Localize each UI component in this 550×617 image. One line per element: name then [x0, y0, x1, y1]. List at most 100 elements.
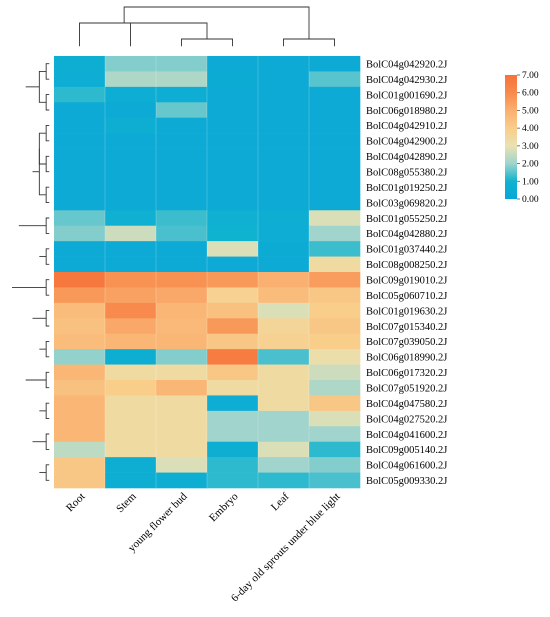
heatmap-cell [54, 395, 106, 412]
row-label: BolC04g042900.2J [366, 137, 447, 148]
heatmap-cell [54, 164, 106, 180]
row-label: BolC07g015340.2J [366, 322, 447, 333]
heatmap-cell [105, 380, 157, 396]
heatmap-cell [54, 364, 106, 381]
heatmap-cell [156, 457, 208, 473]
row-label: BolC04g027520.2J [366, 414, 447, 425]
heatmap-cell [258, 194, 310, 211]
heatmap-cell [105, 272, 157, 288]
dendrogram-link [45, 402, 50, 420]
row-label: BolC06g018990.2J [366, 353, 447, 364]
heatmap-cell [156, 256, 208, 273]
heatmap-cell [156, 333, 208, 350]
heatmap-cell [156, 164, 208, 180]
column-label: Embryo [207, 490, 241, 524]
heatmap-cell [54, 86, 106, 103]
heatmap-cell [54, 225, 106, 242]
heatmap-cell [156, 441, 208, 458]
heatmap-cell [156, 426, 208, 443]
colorbar-tick-label: 5.00 [522, 106, 539, 116]
heatmap-cell [207, 86, 259, 103]
heatmap-cell [207, 71, 259, 88]
heatmap-cell [258, 380, 310, 396]
heatmap-cell [105, 56, 157, 72]
heatmap-cell [207, 102, 259, 119]
heatmap-cell [258, 333, 310, 350]
heatmap-cell [156, 225, 208, 242]
heatmap-cell [156, 133, 208, 149]
dendrogram-link [38, 70, 47, 103]
dendrogram-link [123, 6, 310, 39]
heatmap-cell [105, 179, 157, 196]
heatmap-cell [156, 349, 208, 365]
color-scale-legend: 0.00 1.00 2.00 3.00 4.00 5.00 6.00 7.00 [505, 71, 539, 205]
heatmap-cell [309, 256, 361, 273]
heatmap-cell [309, 164, 361, 180]
heatmap-cell [309, 102, 361, 119]
heatmap-cell [54, 179, 106, 196]
dendrogram-link [45, 464, 50, 481]
dendrogram-link [45, 63, 50, 80]
heatmap-cell [156, 472, 208, 489]
heatmap-cell [207, 380, 259, 396]
heatmap-cell [207, 318, 259, 335]
row-label: BolC04g042890.2J [366, 152, 447, 163]
row-label: BolC01g019250.2J [366, 183, 447, 194]
heatmap-cell [156, 179, 208, 196]
heatmap-cell [207, 333, 259, 350]
column-dendrogram [79, 6, 335, 47]
heatmap-cell [207, 349, 259, 365]
heatmap-cell [156, 71, 208, 88]
heatmap-cell [207, 410, 259, 427]
heatmap-cell [105, 318, 157, 335]
heatmap-cell [105, 148, 157, 165]
heatmap-cell [105, 225, 157, 242]
heatmap-cell [309, 426, 361, 443]
heatmap-cell [54, 349, 106, 365]
heatmap-cell [156, 395, 208, 412]
heatmap-cell [156, 210, 208, 227]
row-label: BolC03g069820.2J [366, 198, 447, 209]
heatmap-cell [258, 364, 310, 381]
column-label: 6-day old sprouts under blue light [229, 491, 343, 605]
heatmap-cell [207, 133, 259, 149]
heatmap-cell [105, 210, 157, 227]
heatmap-cell [105, 241, 157, 257]
heatmap-cell [309, 410, 361, 427]
dendrogram-link [45, 217, 50, 234]
heatmap-cell [54, 457, 106, 473]
heatmap-cell [309, 179, 361, 196]
row-label: BolC08g008250.2J [366, 260, 447, 271]
dendrogram-link [45, 279, 50, 296]
heatmap-cell [258, 472, 310, 489]
heatmap-cell [54, 241, 106, 257]
heatmap-cell [156, 148, 208, 165]
heatmap-cell [54, 133, 106, 149]
heatmap-cell [207, 117, 259, 134]
heatmap-cell [105, 71, 157, 88]
row-label: BolC01g055250.2J [366, 214, 447, 225]
colorbar-tick-label: 4.00 [522, 124, 539, 134]
heatmap-cell [309, 380, 361, 396]
column-label: Stem [114, 490, 139, 515]
heatmap-cell [156, 318, 208, 335]
heatmap-cell [207, 179, 259, 196]
heatmap-cell [156, 86, 208, 103]
heatmap-cell [105, 410, 157, 427]
heatmap-cell [207, 426, 259, 443]
heatmap-cell [258, 179, 310, 196]
dendrogram-link [45, 340, 50, 358]
heatmap-cell [105, 395, 157, 412]
heatmap-cells [54, 56, 361, 489]
heatmap-cell [258, 287, 310, 304]
heatmap-cell [207, 302, 259, 319]
heatmap-cell [207, 364, 259, 381]
heatmap-cell [54, 56, 106, 72]
heatmap-cell [54, 148, 106, 165]
heatmap-cell [207, 457, 259, 473]
heatmap-cell [258, 56, 310, 72]
heatmap-cell [309, 86, 361, 103]
colorbar-tick-label: 1.00 [522, 177, 539, 187]
colorbar-tick-label: 6.00 [522, 89, 539, 99]
heatmap-cell [54, 272, 106, 288]
